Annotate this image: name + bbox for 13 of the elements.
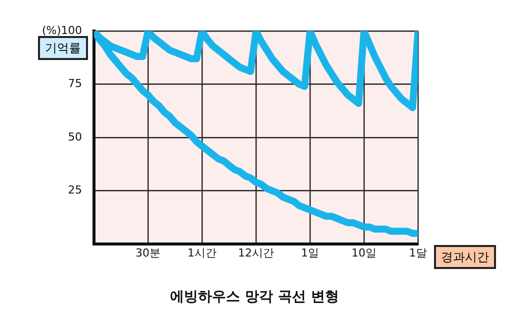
y-tick-label: (%)100 <box>42 24 82 37</box>
x-axis-title: 경과시간 <box>434 245 496 269</box>
y-tick-label: 50 <box>68 130 82 144</box>
x-tick-label: 30분 <box>136 246 160 260</box>
y-tick-label: 75 <box>68 77 82 90</box>
y-axis-title: 기억률 <box>38 36 88 60</box>
x-tick-label: 1일 <box>301 246 319 260</box>
x-tick-label: 12시간 <box>238 246 274 260</box>
x-tick-label: 1시간 <box>188 246 216 260</box>
text: 에빙하우스 망각 곡선 변형 <box>169 288 340 306</box>
x-tick-label: 10일 <box>352 246 376 260</box>
x-tick-label: 1달 <box>409 246 427 260</box>
y-tick-label: 25 <box>68 184 82 197</box>
